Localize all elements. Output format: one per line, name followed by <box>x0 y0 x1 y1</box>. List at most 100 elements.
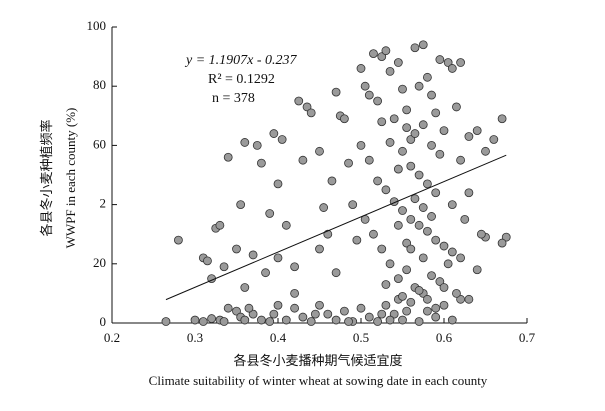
point <box>269 129 279 138</box>
point <box>219 262 229 272</box>
point <box>422 179 432 189</box>
point <box>422 306 432 316</box>
point <box>402 238 412 248</box>
point <box>414 286 424 295</box>
point <box>439 300 449 310</box>
point <box>348 200 358 210</box>
point <box>406 297 416 307</box>
x-tick-label: 0.3 <box>187 330 203 345</box>
point <box>377 309 387 319</box>
point <box>431 188 441 198</box>
point <box>261 268 270 278</box>
point <box>173 235 183 245</box>
point <box>472 126 482 136</box>
point <box>456 58 466 67</box>
point <box>306 108 316 118</box>
trend-line <box>165 154 507 301</box>
annotation: R² = 0.1292 <box>208 72 275 87</box>
point <box>464 294 474 304</box>
point <box>273 300 283 310</box>
point <box>377 244 387 254</box>
point <box>344 158 353 168</box>
point <box>256 315 266 325</box>
y-tick-label: 20 <box>93 255 106 270</box>
point <box>281 315 291 325</box>
point <box>331 315 341 325</box>
point <box>327 176 337 186</box>
point <box>265 317 275 326</box>
point <box>369 49 378 59</box>
point <box>207 314 217 323</box>
point <box>198 317 208 326</box>
point <box>501 232 511 242</box>
y-axis-label: 各县冬小麦种植频率 <box>39 119 54 236</box>
point <box>456 253 466 263</box>
point <box>315 244 324 254</box>
point <box>232 244 241 254</box>
point <box>456 155 466 165</box>
y-axis-label: WWPF in each county (%) <box>63 108 78 249</box>
point <box>232 306 241 316</box>
point <box>385 259 395 269</box>
point <box>406 214 416 224</box>
point <box>339 114 349 124</box>
point <box>344 317 353 326</box>
point <box>489 135 499 144</box>
point <box>269 309 279 319</box>
point <box>402 265 412 275</box>
point <box>381 185 391 195</box>
point <box>497 238 507 248</box>
point <box>352 235 362 245</box>
point <box>422 226 432 236</box>
point <box>427 271 436 281</box>
point <box>298 312 308 322</box>
point <box>452 102 461 112</box>
point <box>290 303 300 313</box>
point <box>389 114 399 124</box>
point <box>315 300 324 310</box>
point <box>356 64 366 73</box>
point <box>236 200 246 210</box>
point <box>414 220 424 230</box>
point <box>418 253 428 263</box>
point <box>406 161 416 171</box>
x-axis-label: 各县冬小麦播种期气候适宜度 <box>233 353 402 368</box>
point <box>418 40 428 50</box>
point <box>377 117 387 127</box>
point <box>431 303 441 313</box>
point <box>248 309 258 319</box>
point <box>385 67 395 76</box>
point <box>360 81 370 91</box>
point <box>435 149 445 159</box>
point <box>418 203 428 212</box>
point <box>410 129 420 138</box>
point <box>215 220 225 230</box>
point <box>402 105 412 115</box>
point <box>439 126 449 136</box>
point <box>331 87 341 97</box>
point <box>385 315 395 325</box>
point <box>381 300 391 310</box>
point <box>323 309 333 319</box>
point <box>402 306 412 316</box>
point <box>190 315 200 325</box>
y-tick-label: 60 <box>93 136 106 151</box>
point <box>439 241 449 251</box>
point <box>447 247 457 257</box>
point <box>310 309 320 319</box>
point <box>406 244 416 254</box>
point <box>389 309 399 319</box>
point <box>364 312 374 322</box>
y-tick-label: 2 <box>100 196 107 211</box>
point <box>356 303 366 313</box>
x-tick-label: 0.2 <box>104 330 120 345</box>
point <box>319 203 329 212</box>
point <box>497 114 507 124</box>
point <box>381 46 391 56</box>
point <box>422 72 432 82</box>
point <box>476 229 486 239</box>
point <box>331 268 341 278</box>
point <box>219 317 229 326</box>
point <box>315 146 324 156</box>
